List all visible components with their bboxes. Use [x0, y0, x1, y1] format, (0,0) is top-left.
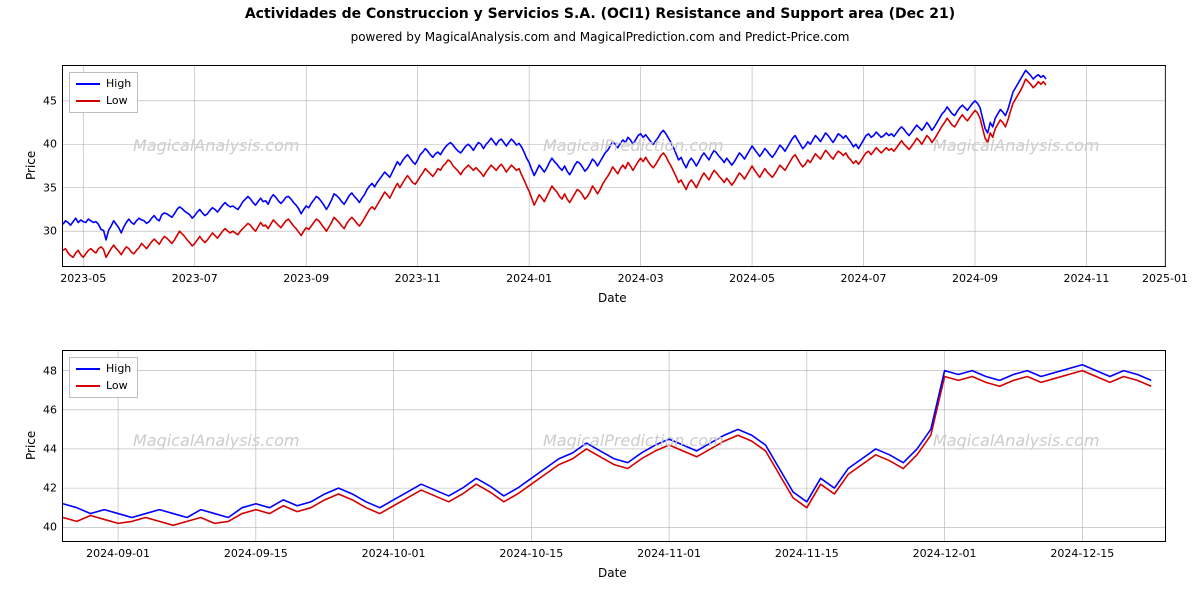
legend-label-high: High: [106, 361, 131, 378]
xtick-label: 2024-09-01: [86, 541, 150, 560]
ytick-label: 42: [43, 483, 63, 494]
bottom-chart: High Low MagicalAnalysis.com MagicalPred…: [0, 0, 1200, 600]
ytick-label: 48: [43, 365, 63, 376]
bottom-legend: High Low: [69, 357, 138, 398]
xtick-label: 2024-10-15: [499, 541, 563, 560]
legend-line-high: [76, 368, 100, 370]
xtick-label: 2024-12-15: [1050, 541, 1114, 560]
xtick-label: 2024-10-01: [362, 541, 426, 560]
xtick-label: 2024-09-15: [224, 541, 288, 560]
legend-label-low: Low: [106, 378, 128, 395]
ytick-label: 46: [43, 404, 63, 415]
xtick-label: 2024-11-01: [637, 541, 701, 560]
legend-line-low: [76, 385, 100, 387]
xtick-label: 2024-12-01: [913, 541, 977, 560]
xtick-label: 2024-11-15: [775, 541, 839, 560]
bottom-plot: High Low MagicalAnalysis.com MagicalPred…: [62, 350, 1166, 542]
ytick-label: 40: [43, 522, 63, 533]
bottom-xlabel: Date: [598, 566, 627, 580]
bottom-ylabel: Price: [24, 431, 38, 460]
bottom-svg: [63, 351, 1165, 541]
ytick-label: 44: [43, 443, 63, 454]
